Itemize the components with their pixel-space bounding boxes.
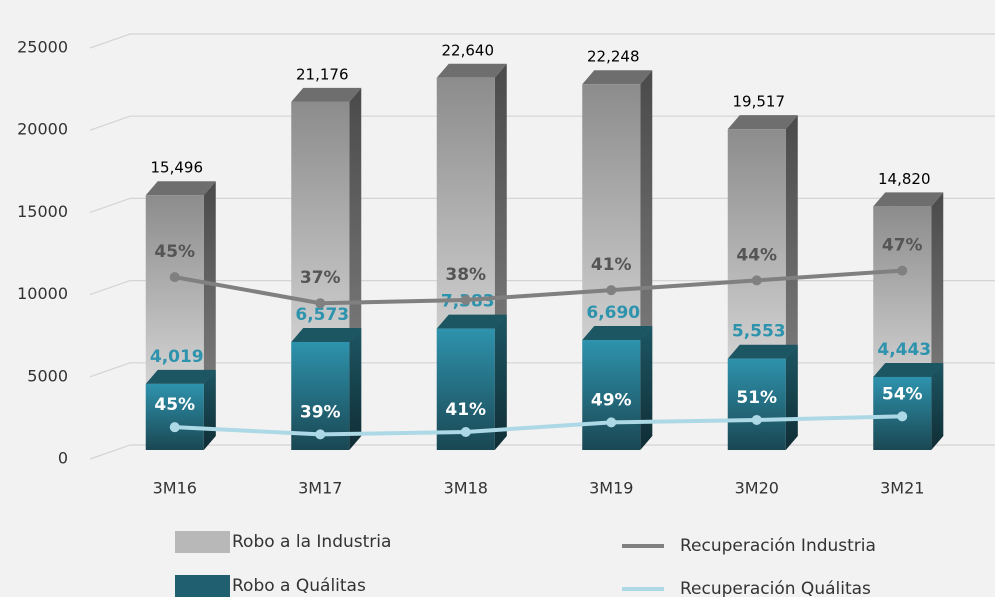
line-value-label: 41% [445,400,486,420]
bar-side [349,327,362,450]
y-tick-label: 5000 [27,366,68,385]
line-value-label: 38% [445,265,486,285]
grid-line [89,362,995,378]
line-value-label: 41% [591,255,632,275]
legend-label: Robo a la Industria [232,532,391,552]
line-value-label: 45% [154,395,195,415]
line-value-label: 51% [736,388,777,408]
bar-value-label: 22,248 [587,48,640,66]
bar-top [145,181,216,196]
bar-top [145,369,216,384]
line-point [751,414,762,425]
line-point [606,417,617,428]
bar-side [931,362,944,450]
grid-line [89,444,995,460]
y-tick-label: 20000 [17,120,68,139]
bar-top [727,344,798,359]
line-point [315,298,326,309]
x-tick-label: 3M17 [298,479,342,498]
grid-line [89,197,995,213]
line [174,268,903,306]
bar-value-label: 21,176 [296,65,349,83]
bar-top [436,63,507,78]
line-point [169,272,180,283]
x-tick-label: 3M16 [153,479,197,498]
bar-value-label: 15,496 [151,159,204,177]
bar-side [494,314,507,450]
line [174,414,903,437]
line-point [315,429,326,440]
bar [727,358,786,450]
x-tick-label: 3M18 [444,479,488,498]
legend-swatch [175,575,230,597]
x-tick-label: 3M21 [880,479,924,498]
bar-side [640,326,653,450]
grid-line [89,115,995,131]
legend-label: Robo a Quálitas [232,576,366,596]
bar [145,383,204,450]
bar-value-label: 5,553 [732,322,786,342]
legend-swatch [175,531,230,553]
bar-top [291,87,362,102]
legend-label: Recuperación Quálitas [680,579,871,597]
bar-value-label: 14,820 [878,170,931,188]
y-tick-label: 10000 [17,284,68,303]
bar-top [727,115,798,130]
line-point [751,275,762,286]
x-tick-label: 3M20 [735,479,779,498]
bar-value-label: 4,443 [877,340,931,360]
bar-side [203,369,216,450]
bar [582,340,641,450]
y-tick-label: 15000 [17,202,68,221]
bar-side [785,344,798,450]
line-point [897,265,908,276]
line-value-label: 47% [882,236,923,256]
bar-value-label: 6,573 [295,305,349,325]
bar-top [582,70,653,85]
line-value-label: 44% [736,245,777,265]
bar-value-label: 19,517 [733,93,786,111]
bar-value-label: 6,690 [586,303,640,323]
line-value-label: 49% [591,390,632,410]
legend-label: Recuperación Industria [680,536,876,556]
bar-value-label: 4,019 [150,347,204,367]
line-value-label: 54% [882,384,923,404]
bar-value-label: 22,640 [442,41,495,59]
bar-top [291,327,362,342]
line-point [460,426,471,437]
line-point [897,411,908,422]
x-tick-label: 3M19 [589,479,633,498]
bar-top [873,362,944,377]
line-value-label: 39% [300,402,341,422]
grid-line [89,33,995,49]
line-point [606,285,617,296]
line-value-label: 45% [154,242,195,262]
y-tick-label: 0 [58,449,68,468]
bar-top [436,314,507,329]
y-tick-label: 25000 [17,38,68,57]
line-point [460,294,471,305]
bar-top [873,192,944,207]
line-point [169,422,180,433]
grid-line [89,280,995,296]
line-value-label: 37% [300,268,341,288]
bar-top [582,326,653,341]
